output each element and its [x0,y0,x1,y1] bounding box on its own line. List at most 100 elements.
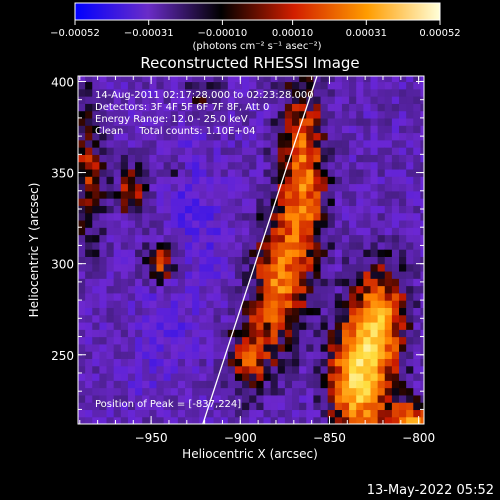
heatmap-cell [313,394,322,403]
heatmap-cell [142,198,150,206]
heatmap-cell [420,336,424,345]
y-axis-label: Heliocentric Y (arcsec) [27,183,41,318]
heatmap-cell [277,394,286,403]
heatmap-cell [227,394,236,403]
heatmap-cell [399,154,407,163]
heatmap-cell [213,314,222,323]
heatmap-cell [399,234,407,243]
heatmap-cell [292,372,300,381]
heatmap-cell [206,81,215,90]
heatmap-cell [242,292,250,301]
heatmap-cell [113,249,122,257]
annotation-energy-range: Energy Range: 12.0 - 25.0 keV [95,114,248,125]
heatmap-cell [327,314,336,323]
heatmap-cell [406,394,414,403]
heatmap-cell [313,372,322,381]
heatmap-cell [127,307,136,316]
heatmap-cell [420,285,424,294]
heatmap-cell [242,96,250,104]
heatmap-cell [263,227,272,236]
heatmap-cell [320,205,329,214]
heatmap-cell [277,168,286,177]
heatmap-cell [192,285,200,294]
heatmap-cell [135,394,143,403]
heatmap-cell [177,176,186,185]
heatmap-cell [284,343,293,352]
heatmap-cell [199,380,208,389]
heatmap-cell [270,336,279,345]
heatmap-cell [384,402,393,411]
heatmap-cell [284,125,293,134]
heatmap-cell [242,154,250,163]
heatmap-cell [206,219,215,228]
heatmap-cell [277,96,286,104]
heatmap-cell [185,358,193,367]
heatmap-cell [99,132,108,141]
heatmap-cell [234,227,243,236]
heatmap-cell [213,96,222,104]
heatmap-cell [85,256,93,265]
heatmap-cell [256,117,265,126]
heatmap-cell [363,234,372,243]
heatmap-cell [85,358,93,367]
heatmap-cell [370,372,379,381]
heatmap-cell [135,285,143,294]
heatmap-cell [391,76,400,83]
heatmap-cell [199,176,208,185]
heatmap-cell [284,241,293,250]
heatmap-cell [163,314,172,323]
heatmap-cell [299,183,307,192]
heatmap-cell [299,358,307,367]
heatmap-cell [413,372,422,381]
heatmap-cell [227,168,236,177]
heatmap-cell [127,343,136,352]
heatmap-cell [85,307,93,316]
heatmap-cell [399,263,407,272]
heatmap-cell [170,321,179,330]
heatmap-cell [127,147,136,155]
heatmap-cell [320,409,329,418]
heatmap-cell [156,190,165,199]
heatmap-cell [349,329,357,338]
heatmap-cell [156,372,165,381]
heatmap-cell [334,358,343,367]
heatmap-cell [149,161,158,170]
heatmap-cell [177,351,186,360]
heatmap-cell [327,76,336,83]
heatmap-cell [177,88,186,97]
heatmap-cell [334,176,343,185]
heatmap-cell [234,88,243,97]
heatmap-cell [370,81,379,90]
heatmap-cell [127,76,136,83]
heatmap-cell [135,139,143,148]
heatmap-cell [156,409,165,418]
heatmap-cell [349,198,357,206]
heatmap-cell [249,351,257,360]
heatmap-cell [120,139,129,148]
heatmap-cell [113,351,122,360]
heatmap-cell [78,81,86,90]
heatmap-cell [113,402,122,411]
heatmap-cell [327,117,336,126]
heatmap-cell [377,227,386,236]
heatmap-cell [249,387,257,396]
heatmap-cell [106,125,115,134]
heatmap-cell [256,161,265,170]
heatmap-cell [242,147,250,155]
heatmap-cell [242,263,250,272]
heatmap-cell [213,110,222,119]
heatmap-cell [299,314,307,323]
heatmap-cell [234,176,243,185]
heatmap-cell [199,249,208,257]
heatmap-cell [334,183,343,192]
heatmap-cell [192,394,200,403]
heatmap-cell [142,321,150,330]
heatmap-cell [149,154,158,163]
heatmap-cell [370,336,379,345]
heatmap-cell [227,416,236,424]
heatmap-cell [142,103,150,112]
heatmap-cell [284,110,293,119]
heatmap-cell [156,88,165,97]
heatmap-cell [249,402,257,411]
heatmap-cell [334,351,343,360]
